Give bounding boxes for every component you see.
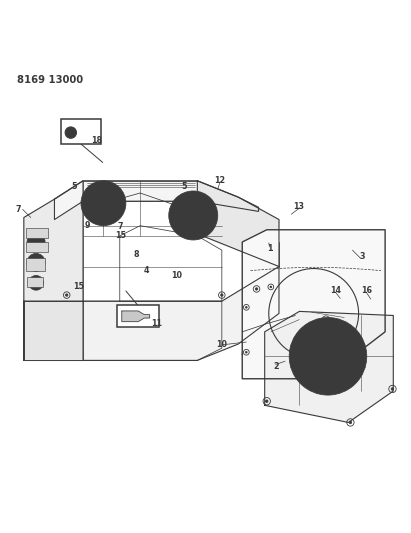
Text: 17: 17 <box>342 361 353 370</box>
Bar <box>27 277 43 287</box>
Text: 4: 4 <box>143 266 149 275</box>
Text: 10: 10 <box>171 271 182 280</box>
Text: 5: 5 <box>71 182 77 191</box>
Circle shape <box>349 421 352 424</box>
Polygon shape <box>24 301 83 360</box>
Text: 14: 14 <box>330 287 342 295</box>
Circle shape <box>391 387 394 390</box>
Polygon shape <box>242 230 385 379</box>
Polygon shape <box>197 181 279 266</box>
FancyBboxPatch shape <box>117 305 159 327</box>
Bar <box>26 242 48 252</box>
FancyBboxPatch shape <box>61 119 101 144</box>
Circle shape <box>27 233 45 251</box>
Text: 7: 7 <box>16 205 21 214</box>
Polygon shape <box>55 181 259 220</box>
Text: 16: 16 <box>361 287 372 295</box>
Text: 15: 15 <box>74 281 84 290</box>
Text: 8169 13000: 8169 13000 <box>17 76 83 85</box>
Text: 2: 2 <box>273 362 279 371</box>
Text: 13: 13 <box>293 201 304 211</box>
Circle shape <box>65 294 68 296</box>
Circle shape <box>65 127 76 139</box>
Text: 11: 11 <box>152 319 163 328</box>
Text: 7: 7 <box>118 222 123 231</box>
Text: 18: 18 <box>91 136 102 146</box>
Polygon shape <box>265 311 393 423</box>
Text: 9: 9 <box>84 221 90 230</box>
Polygon shape <box>24 301 222 360</box>
Circle shape <box>325 318 327 321</box>
Text: 1: 1 <box>267 245 272 254</box>
Text: 3: 3 <box>359 252 365 261</box>
Bar <box>26 259 46 271</box>
Circle shape <box>255 288 258 290</box>
Text: 6: 6 <box>89 210 95 219</box>
Polygon shape <box>83 266 279 360</box>
Polygon shape <box>122 311 150 321</box>
Polygon shape <box>24 181 83 360</box>
Circle shape <box>221 294 223 296</box>
Circle shape <box>266 400 268 402</box>
Circle shape <box>81 181 126 225</box>
Circle shape <box>169 191 218 240</box>
Circle shape <box>270 286 272 288</box>
Bar <box>26 228 48 238</box>
Circle shape <box>245 306 247 308</box>
Text: 12: 12 <box>214 176 225 185</box>
Text: 8: 8 <box>133 250 139 259</box>
Circle shape <box>29 276 44 290</box>
Circle shape <box>245 351 247 353</box>
Circle shape <box>27 253 45 271</box>
Text: 15: 15 <box>115 231 126 239</box>
Circle shape <box>289 318 367 395</box>
Text: 10: 10 <box>216 341 227 349</box>
Circle shape <box>68 130 74 135</box>
Text: 5: 5 <box>181 182 187 191</box>
